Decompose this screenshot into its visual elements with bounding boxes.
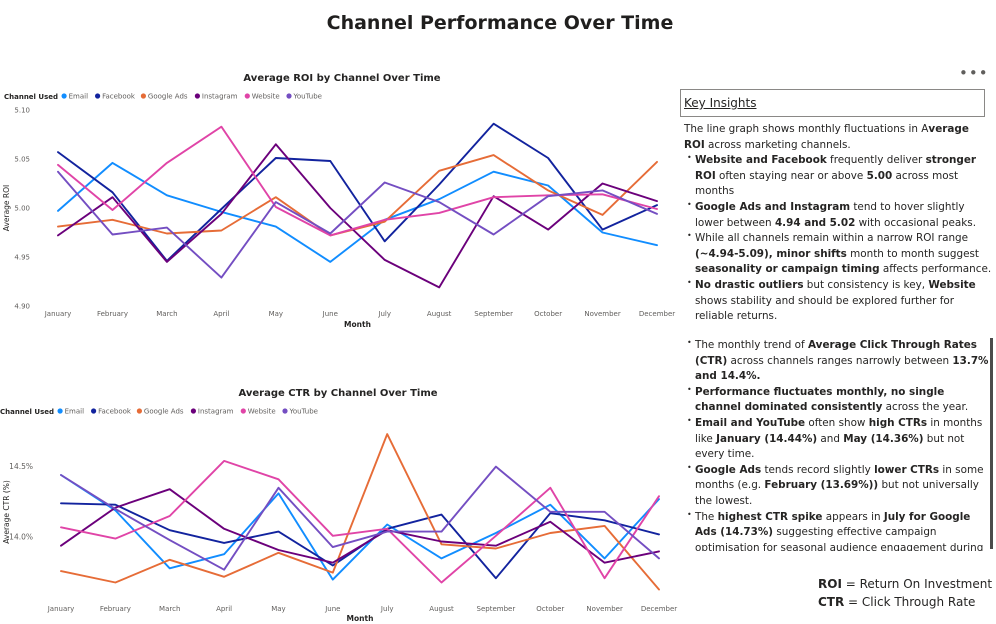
ctr-insights-text[interactable]: The monthly trend of Average Click Throu… [684,338,992,551]
roi-legend-marker-email [61,93,67,99]
ctr-x-tick-label: July [380,605,394,613]
roi-insight-1: Website and Facebook frequently deliver … [684,150,992,200]
ctr-y-tick-label: 14.5% [9,462,33,471]
ctr-series-line-google-ads [60,433,660,591]
key-insights-heading: Key Insights [684,96,757,110]
roi-insights-text: The line graph shows monthly fluctuation… [684,122,992,325]
roi-legend-item-website: Website [252,93,280,101]
key-insights-box [680,89,985,117]
roi-line-chart[interactable]: Average ROI by Channel Over Time Channel … [0,66,680,336]
ctr-legend-title: Channel Used [0,408,54,416]
ctr-x-tick-label: May [271,605,285,613]
roi-series-line-facebook [57,122,658,262]
roi-y-tick-label: 5.00 [14,205,30,213]
roi-x-tick-label: March [156,310,177,318]
ctr-insight-3: Email and YouTube often show high CTRs i… [684,413,992,463]
ctr-insight-2: Performance fluctuates monthly, no singl… [684,382,992,416]
roi-x-tick-label: November [584,310,621,318]
roi-x-tick-label: June [322,310,338,318]
roi-legend-marker-google-ads [140,93,146,99]
ctr-insight-4: Google Ads tends record slightly lower C… [684,460,992,510]
roi-x-tick-label: April [213,310,229,318]
roi-y-tick-label: 5.10 [14,107,30,115]
roi-x-axis-label: Month [344,320,371,329]
roi-x-tick-label: October [534,310,562,318]
ctr-definition: CTR = Click Through Rate [818,595,976,609]
roi-y-tick-label: 5.05 [14,156,30,164]
roi-insight-4: No drastic outliers but consistency is k… [684,275,992,325]
roi-intro: The line graph shows monthly fluctuation… [684,123,969,151]
roi-y-axis-label: Average ROI [2,185,11,232]
ctr-legend-marker-email [57,408,63,414]
roi-x-tick-label: May [269,310,283,318]
roi-x-tick-label: August [427,310,452,318]
ctr-legend-marker-website [240,408,246,414]
roi-series-line-website [57,125,658,237]
roi-legend-item-instagram: Instagram [202,93,238,101]
ctr-x-tick-label: October [536,605,564,613]
ctr-legend-item-google-ads: Google Ads [144,408,184,416]
roi-legend-marker-website [244,93,250,99]
ctr-y-tick-label: 14.0% [9,533,33,542]
ctr-legend-item-email: Email [65,408,84,416]
page-title: Channel Performance Over Time [326,12,674,34]
ctr-chart-title: Average CTR by Channel Over Time [238,388,437,399]
roi-legend-marker-facebook [95,93,101,99]
roi-x-tick-label: September [474,310,513,318]
roi-definition: ROI = Return On Investment [818,577,993,591]
ctr-x-tick-label: March [159,605,180,613]
ctr-x-tick-label: December [641,605,677,613]
roi-legend-item-youtube: YouTube [293,93,322,101]
roi-legend-item-google-ads: Google Ads [148,93,188,101]
ctr-x-tick-label: February [100,605,131,613]
ctr-x-tick-label: August [429,605,454,613]
roi-series-line-email [57,161,658,263]
roi-x-tick-label: February [97,310,128,318]
ctr-x-tick-label: January [47,605,75,613]
ctr-x-tick-label: June [324,605,340,613]
ctr-insights-scrollbar[interactable] [990,338,993,549]
roi-series-line-youtube [57,170,658,279]
ctr-line-chart[interactable]: Average CTR by Channel Over Time Channel … [0,383,680,624]
ctr-x-axis-label: Month [347,614,374,623]
roi-y-tick-label: 4.95 [14,254,30,262]
ctr-insight-1: The monthly trend of Average Click Throu… [684,338,992,385]
ctr-legend-item-instagram: Instagram [198,408,234,416]
ctr-x-tick-label: September [477,605,516,613]
ctr-series-line-website [60,459,660,584]
ctr-x-tick-label: April [216,605,232,613]
ctr-legend-marker-facebook [91,408,97,414]
ctr-series-line-instagram [60,488,660,564]
more-options-icon[interactable]: ••• [959,64,989,82]
ctr-series-line-youtube [60,465,660,571]
roi-legend-item-facebook: Facebook [102,93,136,101]
roi-legend-item-email: Email [69,93,88,101]
ctr-x-tick-label: November [586,605,623,613]
ctr-legend-item-youtube: YouTube [289,408,318,416]
roi-legend-marker-youtube [286,93,292,99]
ctr-insight-5: The highest CTR spike appears in July fo… [684,507,992,551]
roi-x-tick-label: December [639,310,675,318]
ctr-legend-marker-google-ads [136,408,142,414]
ctr-legend-item-facebook: Facebook [98,408,132,416]
roi-legend-marker-instagram [194,93,200,99]
roi-y-tick-label: 4.90 [14,303,30,311]
roi-x-tick-label: July [377,310,391,318]
ctr-y-axis-label: Average CTR (%) [2,480,11,544]
roi-insight-3: While all channels remain within a narro… [684,228,992,278]
ctr-legend-marker-youtube [282,408,288,414]
ctr-legend-item-website: Website [248,408,276,416]
ctr-series-line-email [60,474,660,581]
roi-x-tick-label: January [44,310,72,318]
roi-chart-title: Average ROI by Channel Over Time [243,73,440,84]
roi-insight-2: Google Ads and Instagram tend to hover s… [684,197,992,231]
roi-legend-title: Channel Used [4,93,58,101]
roi-series-line-instagram [57,143,658,289]
ctr-legend-marker-instagram [190,408,196,414]
